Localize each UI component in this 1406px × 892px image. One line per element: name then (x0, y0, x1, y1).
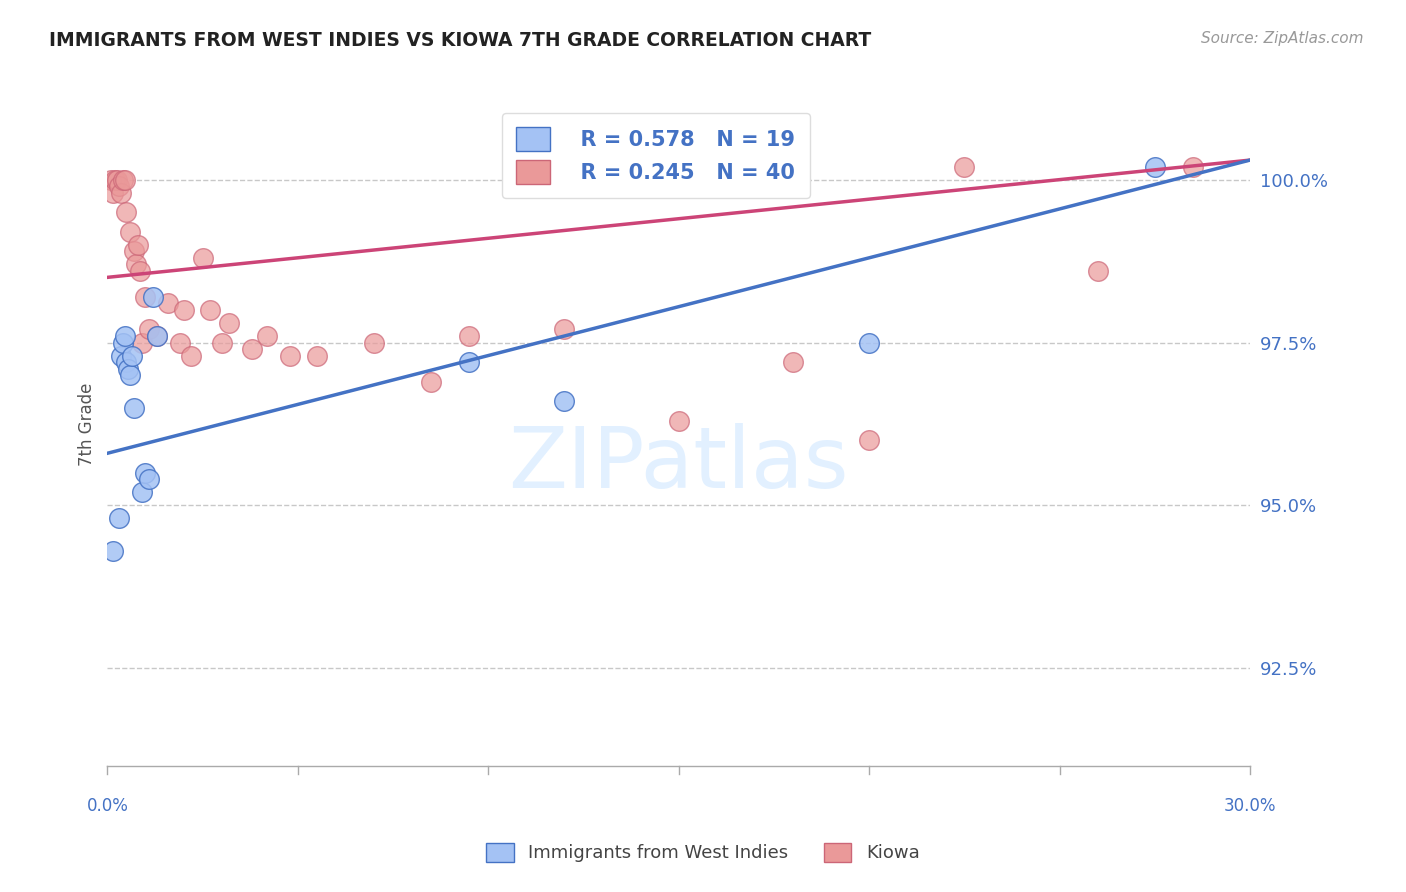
Point (180, 349, 202, 363)
Point (121, 349, 143, 363)
Point (111, 172, 134, 186)
Point (125, 257, 148, 271)
Point (122, 401, 145, 415)
Point (134, 466, 156, 480)
Point (1087, 264, 1109, 278)
Point (191, 251, 214, 265)
Point (173, 302, 195, 317)
Point (858, 434, 880, 448)
Point (363, 335, 385, 350)
Y-axis label: 7th Grade: 7th Grade (79, 383, 96, 466)
Point (169, 335, 191, 350)
Point (953, 160, 976, 174)
Point (782, 355, 804, 369)
Point (458, 355, 481, 369)
Text: IMMIGRANTS FROM WEST INDIES VS KIOWA 7TH GRADE CORRELATION CHART: IMMIGRANTS FROM WEST INDIES VS KIOWA 7TH… (49, 31, 872, 50)
Point (858, 335, 880, 350)
Point (142, 290, 165, 304)
Point (105, 172, 128, 186)
Point (131, 335, 153, 350)
Legend: Immigrants from West Indies, Kiowa: Immigrants from West Indies, Kiowa (479, 836, 927, 870)
Point (128, 264, 150, 278)
Point (120, 225, 142, 239)
Point (134, 290, 156, 304)
Point (101, 186, 124, 200)
Point (127, 237, 149, 252)
Point (305, 349, 328, 363)
Point (100, 172, 122, 186)
Point (1181, 160, 1204, 174)
Point (120, 368, 142, 383)
Point (1143, 160, 1166, 174)
Point (108, 179, 131, 194)
Point (108, 511, 131, 525)
Point (146, 329, 169, 343)
Point (114, 329, 136, 343)
Point (218, 316, 240, 330)
Point (101, 544, 124, 558)
Point (211, 335, 233, 350)
Point (200, 302, 222, 317)
Point (157, 296, 180, 310)
Point (110, 349, 132, 363)
Legend:   R = 0.578   N = 19,   R = 0.245   N = 40: R = 0.578 N = 19, R = 0.245 N = 40 (502, 113, 810, 198)
Text: 0.0%: 0.0% (86, 797, 128, 814)
Point (131, 485, 153, 500)
Point (111, 335, 134, 350)
Point (420, 375, 443, 389)
Text: ZIPatlas: ZIPatlas (509, 424, 849, 507)
Point (668, 414, 690, 428)
Point (146, 329, 169, 343)
Point (240, 342, 263, 356)
Text: Source: ZipAtlas.com: Source: ZipAtlas.com (1201, 31, 1364, 46)
Point (115, 205, 138, 219)
Point (104, 172, 127, 186)
Point (122, 244, 145, 259)
Point (278, 349, 301, 363)
Point (138, 322, 160, 336)
Point (256, 329, 278, 343)
Point (117, 361, 139, 376)
Point (114, 172, 136, 186)
Point (553, 322, 575, 336)
Point (553, 394, 575, 409)
Point (115, 355, 138, 369)
Point (458, 329, 481, 343)
Point (138, 472, 160, 486)
Text: 30.0%: 30.0% (1223, 797, 1277, 814)
Point (110, 186, 132, 200)
